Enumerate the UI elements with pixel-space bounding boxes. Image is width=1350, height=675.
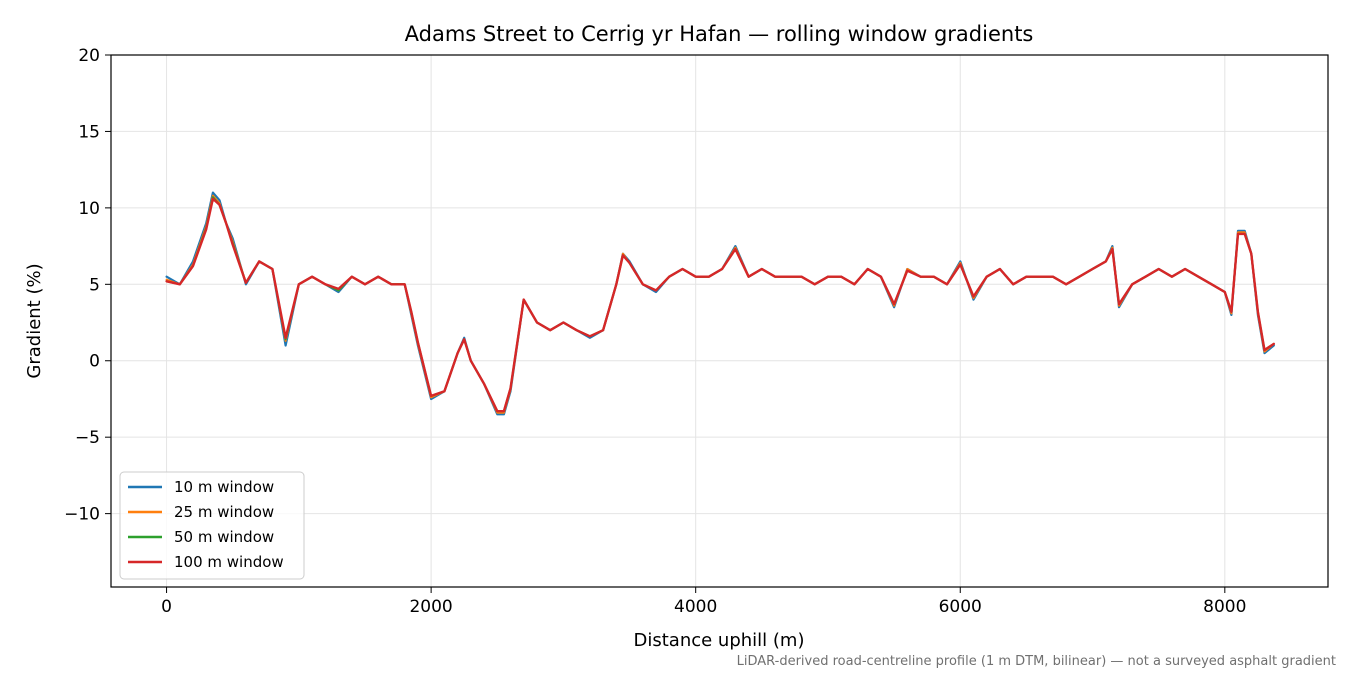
legend-label-10m: 10 m window: [174, 478, 274, 496]
y-axis-label: Gradient (%): [24, 263, 45, 378]
x-tick-label: 4000: [674, 597, 717, 617]
y-tick-label: −5: [75, 428, 100, 448]
x-tick-label: 0: [161, 597, 172, 617]
y-tick-label: 0: [89, 352, 100, 372]
plot-area-frame: [110, 54, 1329, 588]
y-tick-label: −10: [64, 505, 100, 525]
x-tick-label: 2000: [409, 597, 452, 617]
y-tick-label: 15: [78, 122, 100, 142]
x-axis-label: Distance uphill (m): [634, 630, 805, 651]
legend-label-25m: 25 m window: [174, 503, 274, 521]
axis-ticks: 0 2000 4000 6000 8000 −10 −5 0 5 10 15 20: [64, 46, 1246, 617]
x-tick-label: 6000: [939, 597, 982, 617]
chart-title: Adams Street to Cerrig yr Hafan — rollin…: [405, 22, 1034, 46]
legend: 10 m window 25 m window 50 m window 100 …: [119, 471, 305, 580]
y-tick-label: 10: [78, 199, 100, 219]
legend-box: [119, 471, 305, 580]
y-tick-label: 20: [78, 46, 100, 66]
footnote: LiDAR-derived road-centreline profile (1…: [737, 654, 1336, 669]
series-line-4: [165, 197, 1275, 413]
series-lines: [165, 191, 1275, 416]
legend-label-100m: 100 m window: [174, 553, 284, 571]
y-tick-label: 5: [89, 275, 100, 295]
grid-lines: [111, 54, 1328, 587]
x-tick-label: 8000: [1203, 597, 1246, 617]
legend-label-50m: 50 m window: [174, 528, 274, 546]
